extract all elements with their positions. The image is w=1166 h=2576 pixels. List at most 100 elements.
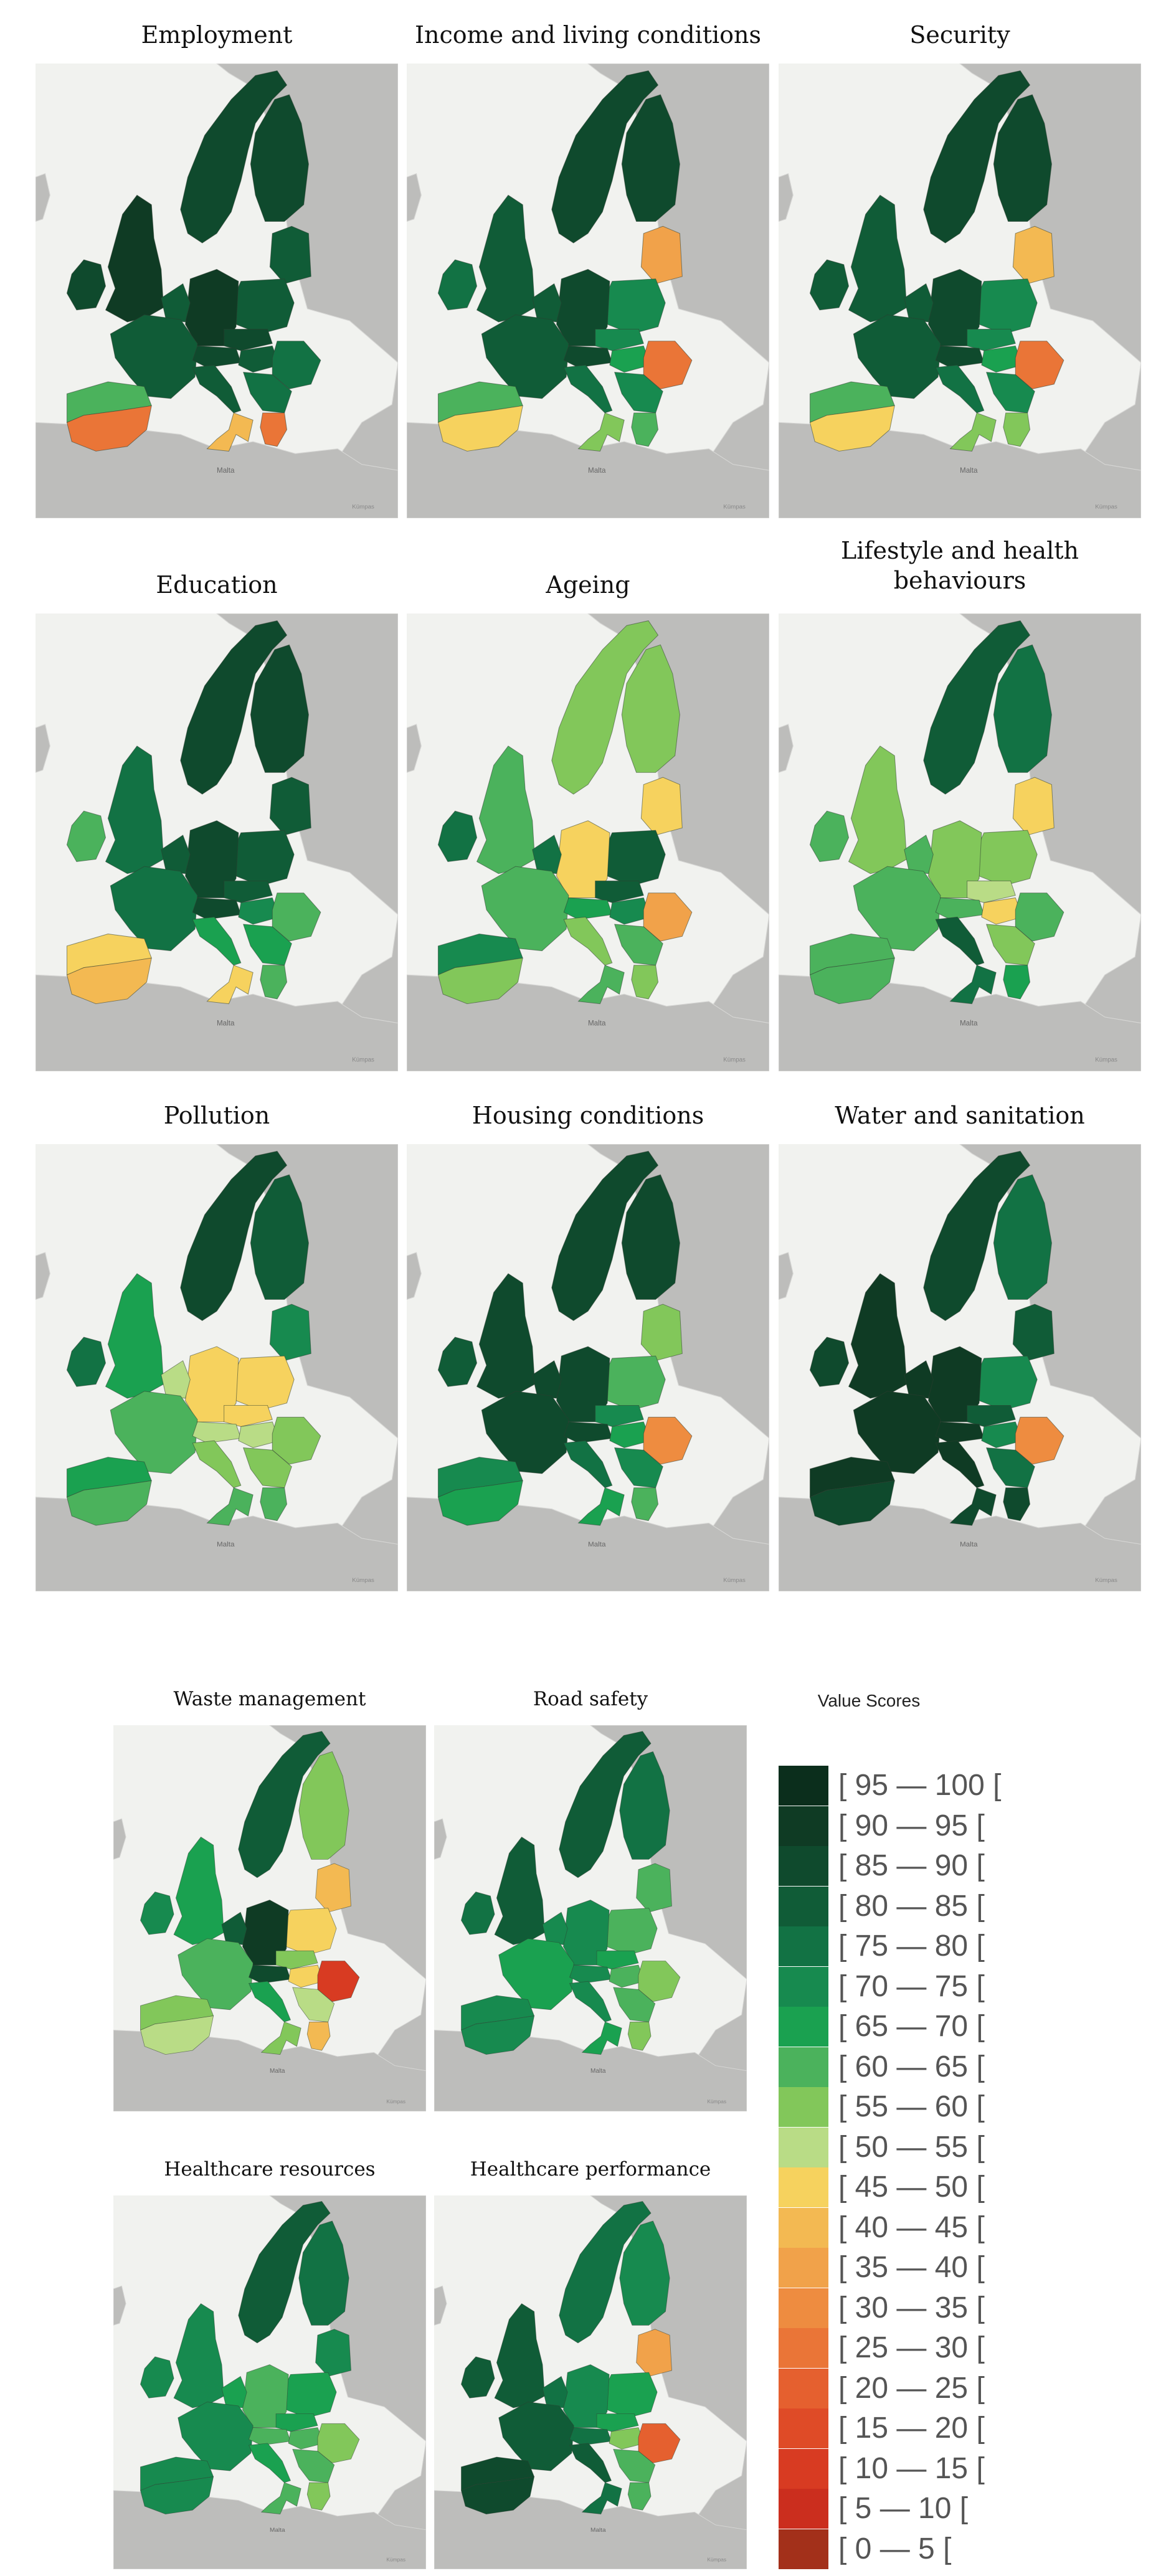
region-italy-south [949,965,997,1005]
region-finland [993,1174,1052,1300]
region-romania [1015,893,1064,942]
non-eu-land [587,613,769,1071]
region-alps [563,1421,613,1444]
region-romania [638,2423,681,2463]
non-eu-land [587,64,769,518]
malta-label: Malta [270,2068,285,2075]
non-eu-land [269,2195,426,2569]
region-greece [631,965,659,1000]
region-finland [621,644,680,773]
panel-map: Malta Kümpas [36,613,398,1071]
region-ie [66,1337,107,1387]
region-hungary [609,1421,652,1448]
region-iberia-south [66,957,152,1005]
panel-map: Malta Kümpas [113,1725,426,2111]
map-credit-label: Kümpas [723,1577,746,1584]
region-scandinavia [180,620,288,795]
region-hungary [981,897,1023,925]
region-scandinavia [238,2201,331,2344]
legend-swatch [779,2047,828,2087]
non-eu-land [407,173,422,222]
non-eu-land [407,724,422,773]
malta-label: Malta [590,2068,606,2075]
region-italy-south [577,412,625,452]
legend-swatch [779,2448,828,2489]
legend-range-label: [ 55 — 60 [ [838,2090,985,2123]
region-ie [461,1892,495,1935]
legend-range-label: [ 35 — 40 [ [838,2251,985,2284]
region-ie [809,259,850,311]
region-italy [192,916,242,966]
region-france [481,1391,569,1474]
region-alps [249,1964,292,1984]
legend-swatch [779,2167,828,2207]
region-czsk [275,1950,318,1970]
region-finland [298,1751,349,1860]
map-credit-label: Kümpas [707,2557,726,2563]
region-czsk [595,1404,644,1427]
region-benelux [221,1911,247,1945]
legend-range-label: [ 45 — 50 [ [838,2171,985,2204]
non-eu-land [36,173,50,222]
region-scandinavia [180,70,288,244]
region-baltics [315,1863,351,1913]
region-uk [848,1273,908,1399]
legend-range-label: [ 40 — 45 [ [838,2210,985,2244]
region-france [481,314,569,399]
region-france [110,866,198,952]
legend-swatch [779,1966,828,2007]
region-baltics [1012,777,1055,836]
region-greece [306,2482,331,2511]
non-eu-land [779,724,794,773]
malta-label: Malta [960,467,978,475]
region-finland [250,1174,309,1300]
region-uk [173,2303,224,2408]
region-iberia-south [66,1480,152,1526]
region-finland [298,2220,349,2326]
legend-swatch [779,1766,828,1806]
malta-label: Malta [217,467,235,475]
legend-range-label: [ 25 — 30 [ [838,2331,985,2364]
region-iberia-south [461,2476,535,2514]
legend-range-label: [ 30 — 35 [ [838,2291,985,2324]
map-panel-security: Security Malta Kümpas [779,12,1141,518]
non-eu-land [959,64,1141,518]
region-greece [306,2022,331,2051]
region-romania [272,893,321,942]
region-finland [621,1174,680,1300]
region-benelux [904,835,934,874]
non-eu-land [216,1144,398,1591]
region-romania [317,1961,360,2002]
non-eu-land [959,1144,1141,1591]
region-baltics [269,777,311,836]
region-ie [66,810,107,862]
region-scandinavia [923,620,1031,795]
choropleth-map-housing: Malta Kümpas [407,1144,769,1591]
non-eu-land [269,1725,426,2111]
choropleth-map-ageing: Malta Kümpas [407,613,769,1071]
map-panel-education: Education Malta Kümpas [36,545,398,1071]
map-panel-waste: Waste management Malta Kümpas [113,1682,426,2111]
region-romania [638,1961,681,2002]
legend-range-label: [ 65 — 70 [ [838,2010,985,2043]
region-italy-south [206,965,254,1005]
panel-map: Malta Kümpas [434,1725,747,2111]
region-france [178,1938,254,2010]
region-benelux [532,835,562,874]
legend-swatch [779,2087,828,2127]
region-italy [563,1440,613,1489]
region-poland [602,1355,666,1411]
panel-title: Housing conditions [472,1102,704,1129]
choropleth-map-hc-resources: Malta Kümpas [113,2195,426,2569]
legend-range-label: [ 90 — 95 [ [838,1809,985,1842]
region-alps [569,1964,612,1984]
panel-map: Malta Kümpas [407,1144,769,1591]
region-scandinavia [559,1731,652,1878]
region-baltics [1012,1304,1055,1361]
legend-range-label: [ 20 — 25 [ [838,2371,985,2405]
region-baltics [269,1304,311,1361]
region-italy [935,1440,985,1489]
region-hungary [981,345,1023,373]
region-czsk [967,328,1016,351]
region-poland [602,1908,658,1956]
